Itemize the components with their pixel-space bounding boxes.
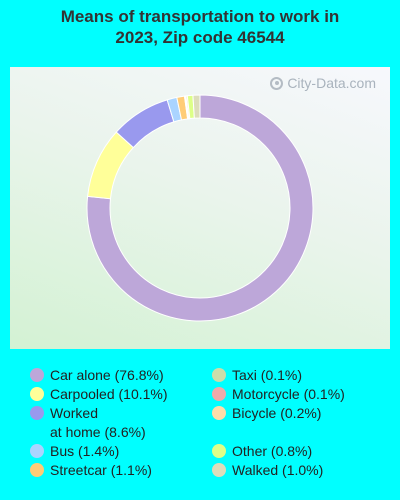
- legend-label: Carpooled (10.1%): [50, 386, 168, 402]
- chart-title: Means of transportation to work in 2023,…: [0, 6, 400, 48]
- donut-slice-carpooled: [87, 131, 135, 200]
- legend-label: Other (0.8%): [232, 443, 313, 459]
- legend-label: Car alone (76.8%): [50, 367, 164, 383]
- legend-item-bicycle: Bicycle (0.2%): [212, 404, 321, 423]
- donut-chart: [86, 94, 314, 322]
- legend-label: Taxi (0.1%): [232, 367, 303, 383]
- donut-slice-worked-at-home: [115, 99, 175, 149]
- legend-item-streetcar: Streetcar (1.1%): [30, 461, 152, 480]
- legend-swatch: [30, 444, 44, 458]
- city-data-logo-icon: [270, 76, 284, 90]
- legend-item-walked: Walked (1.0%): [212, 461, 323, 480]
- legend-item-carpooled: Carpooled (10.1%): [30, 385, 168, 404]
- legend-item-motorcycle: Motorcycle (0.1%): [212, 385, 345, 404]
- donut-slice-walked: [192, 94, 201, 119]
- legend-swatch: [212, 406, 226, 420]
- legend-swatch: [212, 387, 226, 401]
- legend-item-car-alone: Car alone (76.8%): [30, 366, 164, 385]
- chart-title-line-2: 2023, Zip code 46544: [115, 28, 285, 47]
- legend-label: Bicycle (0.2%): [232, 405, 322, 421]
- watermark: City-Data.com: [270, 75, 376, 91]
- legend-item-taxi: Taxi (0.1%): [212, 366, 302, 385]
- legend-item-bus: Bus (1.4%): [30, 442, 119, 461]
- legend-swatch: [30, 406, 44, 420]
- chart-title-line-1: Means of transportation to work in: [60, 7, 340, 26]
- legend-item-other: Other (0.8%): [212, 442, 312, 461]
- legend-swatch: [212, 444, 226, 458]
- legend-swatch: [30, 463, 44, 477]
- legend-swatch: [30, 387, 44, 401]
- legend-swatch: [212, 368, 226, 382]
- donut-slice-car-alone: [86, 94, 314, 322]
- legend-swatch: [30, 368, 44, 382]
- legend-label: Motorcycle (0.1%): [232, 386, 345, 402]
- legend-label: Streetcar (1.1%): [50, 462, 152, 478]
- watermark-text: City-Data.com: [287, 75, 376, 91]
- legend: Car alone (76.8%) Carpooled (10.1%) Worked…: [0, 362, 400, 492]
- legend-label: Walked (1.0%): [232, 462, 324, 478]
- legend-swatch: [212, 463, 226, 477]
- legend-label: Bus (1.4%): [50, 443, 120, 459]
- legend-item-worked-at-home: Worked at home (8.6%): [30, 404, 146, 442]
- legend-label: Worked at home (8.6%): [50, 405, 146, 440]
